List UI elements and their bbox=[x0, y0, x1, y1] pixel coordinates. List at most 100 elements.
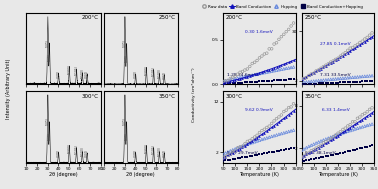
Point bbox=[230, 77, 236, 81]
Text: (100̅): (100̅) bbox=[125, 132, 129, 140]
Point bbox=[359, 113, 365, 116]
Point bbox=[259, 54, 265, 57]
Text: (000̅): (000̅) bbox=[57, 149, 60, 157]
Point bbox=[323, 78, 329, 81]
Point bbox=[362, 80, 368, 83]
Point bbox=[266, 47, 272, 50]
Point bbox=[311, 71, 317, 74]
Point bbox=[362, 146, 368, 149]
Point bbox=[364, 74, 370, 77]
Point bbox=[244, 75, 250, 78]
Point bbox=[247, 74, 253, 77]
Text: (1̅200): (1̅200) bbox=[144, 65, 149, 75]
Point bbox=[235, 77, 241, 80]
Point bbox=[357, 120, 363, 123]
Point bbox=[301, 77, 307, 80]
Point bbox=[355, 117, 361, 120]
Point bbox=[225, 79, 231, 82]
Point bbox=[338, 77, 344, 80]
Point bbox=[244, 155, 250, 158]
Point bbox=[271, 69, 277, 72]
Point bbox=[286, 113, 292, 116]
Point bbox=[308, 73, 314, 76]
Text: (101̅): (101̅) bbox=[46, 117, 50, 125]
Point bbox=[283, 67, 289, 70]
Point bbox=[222, 151, 228, 154]
Point bbox=[350, 80, 356, 83]
Point bbox=[359, 42, 365, 45]
Point bbox=[318, 156, 324, 159]
Point bbox=[237, 145, 243, 148]
Point bbox=[301, 155, 307, 158]
Point bbox=[283, 148, 289, 151]
Point bbox=[227, 77, 233, 80]
Point bbox=[291, 129, 297, 132]
Text: 5.67 29.7meV: 5.67 29.7meV bbox=[227, 151, 257, 155]
Point bbox=[323, 64, 329, 67]
Point bbox=[330, 60, 336, 63]
Point bbox=[359, 125, 365, 128]
Text: (000̅): (000̅) bbox=[57, 70, 60, 78]
Point bbox=[244, 140, 250, 143]
Point bbox=[333, 153, 339, 156]
Point bbox=[359, 75, 365, 78]
Point bbox=[355, 127, 361, 130]
Point bbox=[301, 147, 307, 150]
Point bbox=[281, 63, 287, 66]
Point bbox=[230, 151, 236, 154]
Point bbox=[264, 69, 270, 72]
Point bbox=[230, 148, 236, 151]
Point bbox=[276, 121, 282, 124]
Point bbox=[276, 38, 282, 41]
Point bbox=[264, 136, 270, 139]
Point bbox=[283, 30, 289, 33]
Point bbox=[244, 143, 250, 146]
Point bbox=[316, 69, 322, 72]
X-axis label: 2θ (degree): 2θ (degree) bbox=[49, 172, 78, 177]
Point bbox=[249, 139, 255, 142]
Point bbox=[264, 52, 270, 55]
Point bbox=[288, 66, 294, 69]
Point bbox=[335, 152, 341, 155]
Point bbox=[237, 145, 243, 148]
Point bbox=[333, 134, 339, 137]
Point bbox=[269, 135, 275, 138]
Text: (1̅100): (1̅100) bbox=[81, 68, 84, 78]
Text: (004̅): (004̅) bbox=[85, 70, 89, 78]
Point bbox=[286, 78, 292, 81]
Point bbox=[283, 78, 289, 81]
Point bbox=[273, 122, 279, 125]
Point bbox=[273, 41, 279, 44]
Point bbox=[301, 82, 307, 85]
Point bbox=[347, 126, 353, 129]
Point bbox=[286, 130, 292, 133]
Point bbox=[330, 135, 336, 138]
Point bbox=[222, 79, 228, 82]
Point bbox=[299, 77, 305, 80]
Point bbox=[333, 59, 339, 62]
Point bbox=[239, 146, 245, 149]
Point bbox=[323, 140, 329, 143]
Point bbox=[276, 149, 282, 152]
Point bbox=[269, 126, 275, 129]
Point bbox=[352, 123, 358, 126]
Point bbox=[345, 76, 351, 79]
Point bbox=[357, 75, 363, 78]
Point bbox=[220, 80, 226, 83]
Point bbox=[328, 81, 334, 84]
Point bbox=[288, 24, 294, 27]
Point bbox=[247, 65, 253, 68]
Point bbox=[340, 131, 346, 134]
Point bbox=[232, 149, 238, 153]
Text: 350°C: 350°C bbox=[304, 94, 321, 99]
Point bbox=[281, 148, 287, 151]
Point bbox=[308, 144, 314, 147]
Point bbox=[252, 80, 258, 83]
Point bbox=[367, 113, 373, 116]
Point bbox=[276, 133, 282, 136]
Point bbox=[266, 68, 272, 71]
Point bbox=[288, 105, 294, 108]
Point bbox=[328, 139, 334, 142]
X-axis label: Temperature (K): Temperature (K) bbox=[318, 172, 358, 177]
Point bbox=[249, 74, 255, 77]
